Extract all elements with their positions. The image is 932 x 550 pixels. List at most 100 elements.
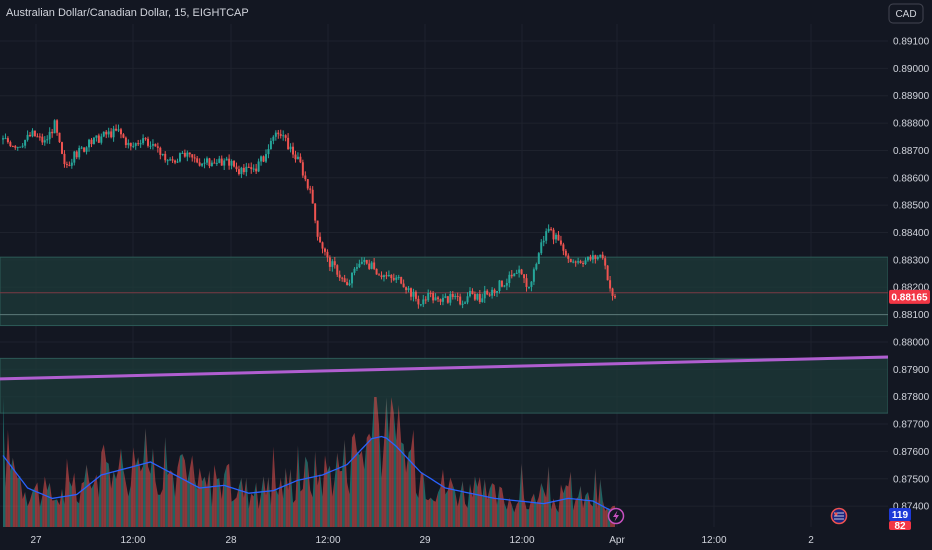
volume-bar [145, 427, 149, 527]
volume-bar [423, 472, 426, 527]
volume-bar [140, 465, 144, 527]
candle-body [483, 290, 486, 299]
volume-bar [49, 482, 53, 527]
volume-bar [86, 464, 90, 527]
candle [95, 135, 98, 142]
candle-body [16, 146, 19, 148]
volume-bar [413, 429, 416, 527]
candle [525, 273, 528, 292]
volume-bar [150, 448, 153, 527]
x-tick-label: 12:00 [120, 535, 145, 546]
time-axis[interactable]: 27 12:00 28 12:00 29 12:00 Apr 12:00 2 [30, 535, 814, 546]
volume-value-label: 119 [892, 510, 909, 521]
candle [100, 133, 103, 145]
candle [6, 136, 9, 144]
candle-body [419, 304, 422, 306]
candle-body [355, 267, 358, 269]
volume-bar [595, 468, 598, 527]
candle-body [171, 159, 174, 161]
candle [476, 293, 479, 301]
volume-bar [587, 491, 591, 527]
candle-body [151, 144, 154, 146]
trendline[interactable] [0, 355, 889, 381]
candle [375, 268, 378, 275]
volume-bar [324, 455, 328, 527]
candle-body [510, 274, 513, 277]
volume-bar [194, 479, 198, 527]
volume-bar [175, 467, 178, 527]
candle-body [31, 130, 34, 137]
candle-body [414, 291, 417, 299]
candle-body [112, 128, 115, 138]
volume-bar [15, 471, 18, 527]
candle [535, 262, 538, 271]
current-price-label: 0.88165 [891, 292, 928, 303]
candle-body [319, 236, 322, 243]
volume-bar [283, 467, 286, 527]
candle [422, 294, 425, 308]
candle-body [255, 168, 258, 172]
candle-body [314, 203, 317, 221]
volume-bar [10, 457, 13, 527]
candle-body [594, 255, 597, 259]
volume-bar [553, 498, 557, 527]
volume-bar [501, 488, 505, 527]
volume-bar [187, 469, 190, 527]
candle-body [437, 297, 440, 300]
candle [220, 155, 223, 166]
candle-body [245, 166, 248, 173]
candle-body [564, 250, 567, 256]
candle-body [78, 147, 81, 158]
candle [65, 161, 68, 168]
x-tick-label: Apr [609, 535, 625, 546]
volume-bar [216, 478, 220, 527]
volume-bar [568, 471, 571, 527]
volume-bar [371, 397, 375, 527]
volume-bar [430, 497, 434, 527]
lightning-icon[interactable] [607, 507, 625, 525]
candle-body [137, 143, 140, 145]
flag-icon[interactable] [830, 507, 848, 525]
candle-body [24, 139, 27, 146]
volume-bar [411, 429, 414, 527]
candle [338, 270, 341, 281]
candle-body [596, 256, 599, 259]
trendline-group[interactable] [0, 355, 889, 381]
candle-body [56, 120, 59, 133]
candle-body [154, 144, 157, 147]
volume-bar [209, 470, 212, 527]
candle [176, 158, 179, 164]
candle-body [456, 295, 459, 297]
candle-body [41, 136, 44, 143]
candle-body [277, 132, 280, 135]
volume-bar [479, 476, 483, 527]
volume-bar [256, 482, 259, 527]
candle-body [385, 275, 388, 277]
volume-bar [52, 500, 55, 527]
candle [41, 133, 44, 146]
candle-body [110, 131, 113, 138]
candle [73, 150, 76, 166]
candle [314, 203, 317, 224]
volume-bar [551, 498, 554, 527]
volume-bar [334, 452, 338, 527]
volume-bar [293, 499, 296, 527]
volume-bar [420, 472, 424, 527]
volume-bar [310, 489, 313, 527]
candle [513, 273, 516, 277]
candle [562, 242, 565, 256]
volume-bar [450, 477, 453, 527]
symbol-title[interactable]: Australian Dollar/Canadian Dollar, 15, E… [6, 7, 249, 19]
price-axis[interactable]: 0.89100 0.89000 0.88900 0.88800 0.88700 0.886… [888, 0, 932, 550]
volume-bar [275, 488, 279, 527]
candle-body [65, 164, 68, 166]
currency-button[interactable]: CAD [888, 3, 924, 24]
volume-bar [484, 479, 488, 527]
volume-badge [889, 508, 911, 521]
candle [46, 135, 49, 144]
candle [309, 185, 312, 194]
volume-bar [467, 483, 470, 527]
